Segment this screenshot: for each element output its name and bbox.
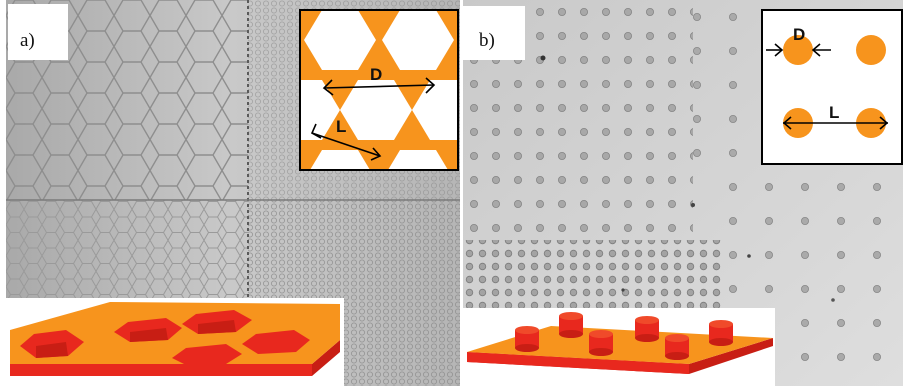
- panel-a: a) D L: [6, 0, 460, 386]
- panel-b: b) D L: [463, 0, 903, 386]
- inset-a-dimension-d: D: [370, 65, 382, 84]
- panel-b-3d-model: [463, 308, 775, 386]
- panel-a-label-box: [8, 4, 68, 60]
- inset-b-dimension-l: L: [829, 103, 839, 122]
- panel-b-inset: D L: [761, 9, 903, 165]
- pillar-array-sparse-top: [693, 0, 763, 180]
- panel-a-label: a): [20, 30, 35, 51]
- panel-a-inset: D L: [299, 9, 459, 171]
- pillar-array-medium: [463, 60, 693, 240]
- inset-b-dimension-d: D: [793, 25, 805, 44]
- panel-a-figure: a) D L: [6, 0, 460, 386]
- panel-b-label-box: [463, 6, 525, 60]
- pillar-array-top: [533, 0, 693, 60]
- pillar-array-dense: [463, 240, 723, 310]
- panel-a-3d-model: [6, 298, 344, 386]
- panel-b-label: b): [479, 30, 495, 51]
- panel-b-figure: b) D L: [463, 0, 903, 386]
- inset-a-dimension-l: L: [336, 117, 346, 136]
